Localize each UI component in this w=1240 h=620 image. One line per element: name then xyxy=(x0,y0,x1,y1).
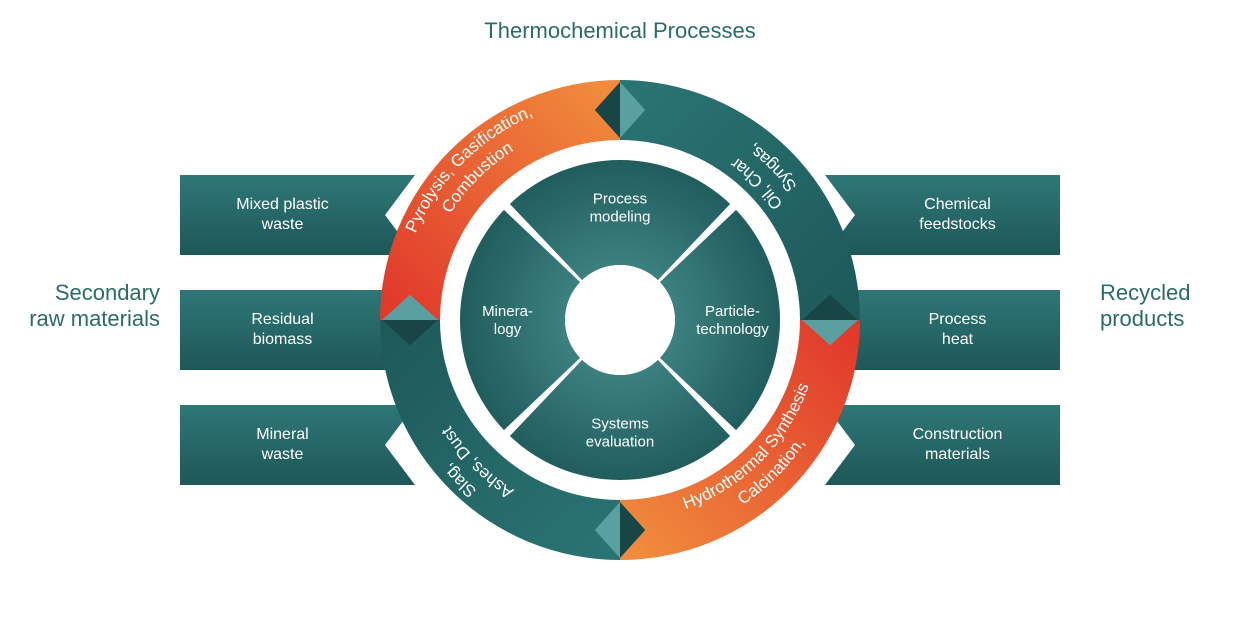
inner-label-1: Particle-technology xyxy=(696,303,769,338)
right-box-1 xyxy=(825,290,1060,370)
left-box-2 xyxy=(180,405,415,485)
center-hole xyxy=(565,265,675,375)
left-box-1 xyxy=(180,290,415,370)
inner-label-0: Processmodeling xyxy=(590,191,651,226)
left-caption: Secondaryraw materials xyxy=(29,280,160,331)
thermochemical-diagram: Thermochemical Processes Secondaryraw mat… xyxy=(0,0,1240,620)
left-box-0 xyxy=(180,175,415,255)
right-box-0 xyxy=(825,175,1060,255)
right-box-2 xyxy=(825,405,1060,485)
right-caption: Recycledproducts xyxy=(1100,280,1190,331)
diagram-title: Thermochemical Processes xyxy=(484,18,755,43)
inner-label-2: Systemsevaluation xyxy=(586,416,654,451)
